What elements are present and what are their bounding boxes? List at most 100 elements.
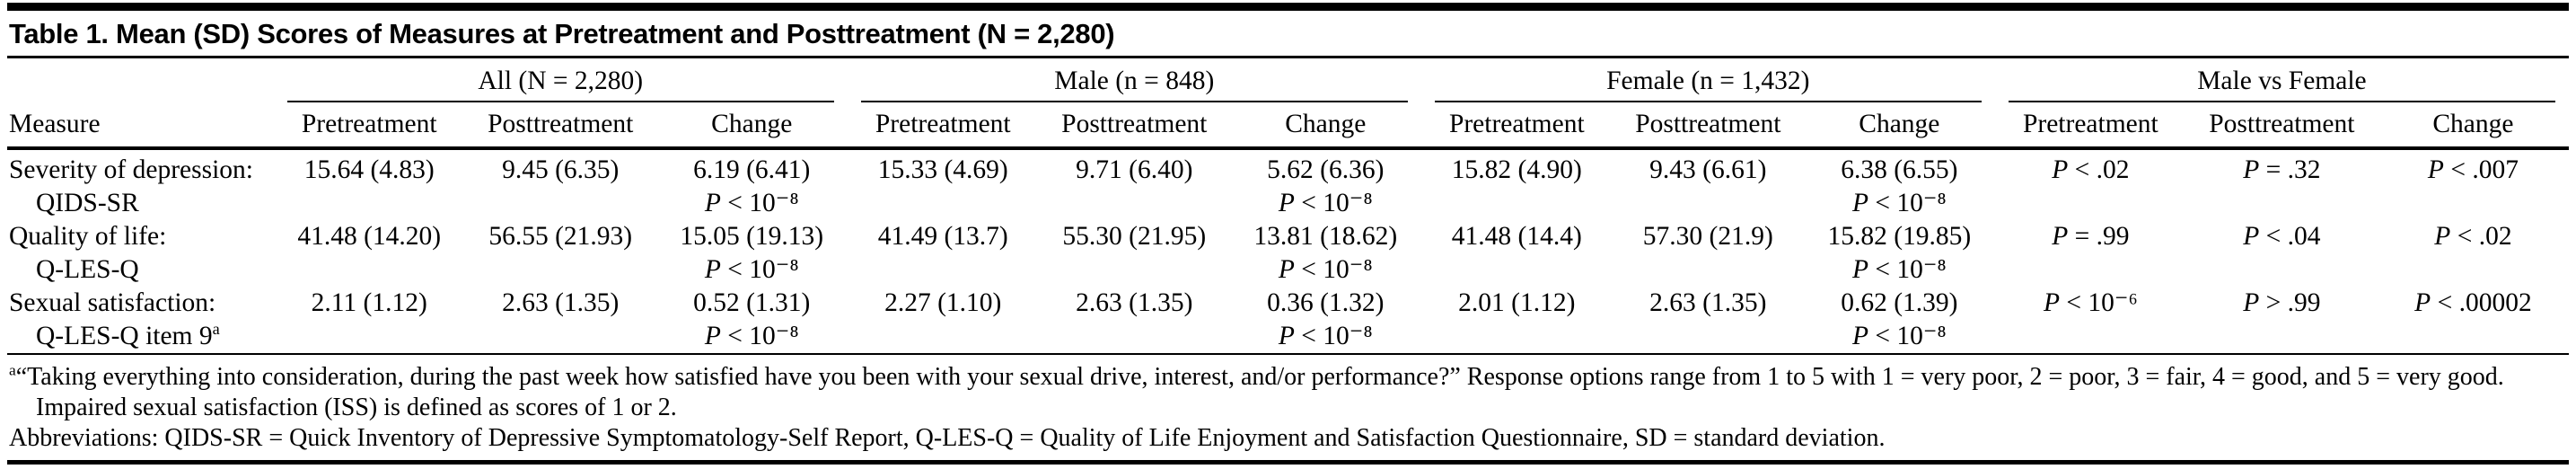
p-value: P < 10⁻⁸ (704, 255, 799, 284)
value-cell: 2.63 (1.35) (1649, 288, 1767, 317)
col-header-female-pretreatment: Pretreatment (1420, 103, 1613, 150)
value-cell: 2.63 (1.35) (502, 288, 620, 317)
footnote-marker: a (9, 361, 16, 379)
value-cell: P > .99 (2186, 287, 2378, 354)
value-cell: 15.82 (19.85) P < 10⁻⁸ (1804, 220, 1995, 287)
value-cell: 0.62 (1.39) P < 10⁻⁸ (1804, 287, 1995, 354)
value-cell: 5.62 (6.36) P < 10⁻⁸ (1230, 148, 1421, 220)
col-header-mvf-posttreatment: Posttreatment (2185, 103, 2378, 150)
measure-instrument: Q-LES-Q item 9a (36, 320, 220, 350)
p-value: P < 10⁻⁸ (1278, 322, 1373, 350)
value-cell: P < .007 (2378, 148, 2569, 220)
value-cell: P < 10⁻⁶ (1995, 287, 2186, 354)
value-cell: 15.33 (4.69) (877, 155, 1008, 184)
p-value: P < .04 (2243, 222, 2321, 251)
group-header-all-label: All (N = 2,280) (286, 66, 834, 102)
col-header-all-posttreatment: Posttreatment (464, 103, 656, 150)
measure-instrument: QIDS-SR (36, 189, 139, 217)
top-rule (7, 3, 2569, 11)
column-header-measure: Measure (7, 58, 274, 150)
p-value: P < 10⁻⁸ (1851, 255, 1947, 284)
measure-name: Quality of life: (9, 222, 167, 251)
measure-instrument: Q-LES-Q (36, 255, 139, 284)
abbreviations-note: Abbreviations: QIDS-SR = Quick Inventory… (9, 424, 1886, 452)
group-header-male-vs-female-label: Male vs Female (2008, 66, 2555, 102)
measure-cell: Quality of life: Q-LES-Q (7, 220, 274, 287)
col-header-female-posttreatment: Posttreatment (1612, 103, 1804, 150)
value-cell: 41.48 (14.4) (1451, 222, 1582, 251)
data-table: Measure All (N = 2,280) Male (n = 848) F… (7, 58, 2569, 355)
value-cell: P < .00002 (2378, 287, 2569, 354)
footnotes: a“Taking everything into consideration, … (7, 355, 2569, 454)
value-cell: P < .02 (2378, 220, 2569, 287)
p-value: P = .99 (2052, 222, 2130, 251)
measure-cell: Sexual satisfaction: Q-LES-Q item 9a (7, 287, 274, 354)
footnote-marker-ref: a (212, 320, 220, 339)
p-value: P < 10⁻⁸ (1278, 255, 1373, 284)
group-header-male: Male (n = 848) (848, 58, 1421, 103)
value-cell: P < .02 (1995, 148, 2186, 220)
value-cell: 0.52 (1.31) P < 10⁻⁸ (656, 287, 848, 354)
col-header-mvf-pretreatment: Pretreatment (1994, 103, 2186, 150)
col-header-all-pretreatment: Pretreatment (273, 103, 465, 150)
p-value: P < 10⁻⁸ (704, 189, 799, 217)
value-cell: 9.43 (6.61) (1649, 155, 1767, 184)
value-cell: P = .32 (2186, 148, 2378, 220)
table-row-sexual-satisfaction: Sexual satisfaction: Q-LES-Q item 9a 2.1… (7, 287, 2569, 354)
col-header-female-change: Change (1803, 103, 1995, 150)
p-value: P < .007 (2427, 155, 2519, 184)
group-header-all: All (N = 2,280) (274, 58, 848, 103)
footnote-a-text: “Taking everything into consideration, d… (15, 363, 2504, 421)
p-value: P < 10⁻⁸ (704, 322, 799, 350)
col-header-all-change: Change (655, 103, 848, 150)
group-header-male-vs-female: Male vs Female (1995, 58, 2569, 103)
value-cell: 15.82 (4.90) (1451, 155, 1582, 184)
value-cell: 6.38 (6.55) P < 10⁻⁸ (1804, 148, 1995, 220)
value-cell: 41.48 (14.20) (297, 222, 442, 251)
p-value: P < 10⁻⁸ (1851, 322, 1947, 350)
value-cell: 2.63 (1.35) (1076, 288, 1193, 317)
bottom-rule (7, 460, 2569, 465)
p-value: P < 10⁻⁸ (1851, 189, 1947, 217)
value-cell: 9.71 (6.40) (1076, 155, 1193, 184)
value-cell: 55.30 (21.95) (1062, 222, 1207, 251)
col-header-mvf-change: Change (2377, 103, 2569, 150)
value-cell: 57.30 (21.9) (1642, 222, 1773, 251)
p-value: P < .00002 (2414, 288, 2532, 317)
subcolumn-header-row: Pretreatment Posttreatment Change Pretre… (7, 103, 2569, 150)
group-header-female: Female (n = 1,432) (1421, 58, 1995, 103)
table-row-quality-of-life: Quality of life: Q-LES-Q 41.48 (14.20) 5… (7, 220, 2569, 287)
measure-name: Severity of depression: (9, 155, 253, 184)
value-cell: 6.19 (6.41) P < 10⁻⁸ (656, 148, 848, 220)
table-title: Table 1. Mean (SD) Scores of Measures at… (7, 11, 2569, 58)
group-header-row: Measure All (N = 2,280) Male (n = 848) F… (7, 58, 2569, 150)
p-value: P < .02 (2434, 222, 2512, 251)
value-cell: 2.27 (1.10) (884, 288, 1002, 317)
value-cell: 15.64 (4.83) (303, 155, 435, 184)
p-value: P = .32 (2243, 155, 2321, 184)
value-cell: P < .04 (2186, 220, 2378, 287)
value-cell: 13.81 (18.62) P < 10⁻⁸ (1230, 220, 1421, 287)
p-value: P < .02 (2052, 155, 2130, 184)
value-cell: P = .99 (1995, 220, 2186, 287)
measure-cell: Severity of depression: QIDS-SR (7, 148, 274, 220)
p-value: P > .99 (2243, 288, 2321, 317)
value-cell: 15.05 (19.13) P < 10⁻⁸ (656, 220, 848, 287)
value-cell: 41.49 (13.7) (877, 222, 1008, 251)
p-value: P < 10⁻⁶ (2043, 288, 2138, 317)
footnote-a: a“Taking everything into consideration, … (9, 362, 2567, 423)
group-header-female-label: Female (n = 1,432) (1434, 66, 1982, 102)
table-row-depression: Severity of depression: QIDS-SR 15.64 (4… (7, 148, 2569, 220)
measure-name: Sexual satisfaction: (9, 288, 216, 317)
value-cell: 9.45 (6.35) (502, 155, 620, 184)
value-cell: 2.11 (1.12) (311, 288, 427, 317)
col-header-male-posttreatment: Posttreatment (1038, 103, 1230, 150)
p-value: P < 10⁻⁸ (1278, 189, 1373, 217)
col-header-male-pretreatment: Pretreatment (847, 103, 1039, 150)
group-header-male-label: Male (n = 848) (860, 66, 1408, 102)
value-cell: 0.36 (1.32) P < 10⁻⁸ (1230, 287, 1421, 354)
value-cell: 56.55 (21.93) (488, 222, 633, 251)
value-cell: 2.01 (1.12) (1458, 288, 1576, 317)
col-header-male-change: Change (1229, 103, 1421, 150)
